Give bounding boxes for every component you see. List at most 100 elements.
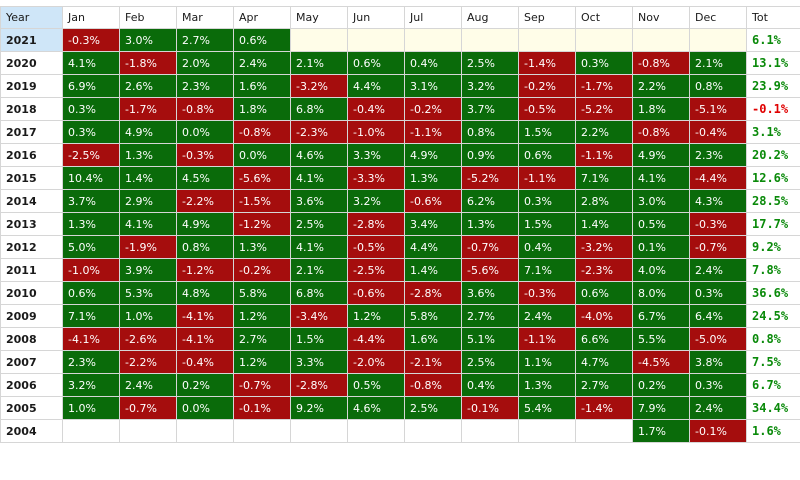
month-cell-dec[interactable]: 6.4% bbox=[689, 304, 747, 328]
total-cell[interactable]: 34.4% bbox=[746, 396, 800, 420]
month-cell-jan[interactable]: 4.1% bbox=[62, 51, 120, 75]
total-cell[interactable]: 24.5% bbox=[746, 304, 800, 328]
month-cell-oct[interactable]: -1.7% bbox=[575, 74, 633, 98]
column-header-dec[interactable]: Dec bbox=[689, 6, 747, 29]
month-cell-oct[interactable]: -5.2% bbox=[575, 97, 633, 121]
column-header-apr[interactable]: Apr bbox=[233, 6, 291, 29]
month-cell-jul[interactable]: -2.1% bbox=[404, 350, 462, 374]
year-cell[interactable]: 2012 bbox=[0, 235, 63, 259]
month-cell-jun[interactable]: 4.6% bbox=[347, 396, 405, 420]
month-cell-oct[interactable]: -4.0% bbox=[575, 304, 633, 328]
month-cell-feb[interactable]: 3.9% bbox=[119, 258, 177, 282]
month-cell-may[interactable]: 3.3% bbox=[290, 350, 348, 374]
month-cell-nov[interactable]: 7.9% bbox=[632, 396, 690, 420]
month-cell-aug[interactable]: 1.3% bbox=[461, 212, 519, 236]
month-cell-aug[interactable]: 3.7% bbox=[461, 97, 519, 121]
month-cell-nov[interactable]: 0.5% bbox=[632, 212, 690, 236]
month-cell-jul[interactable] bbox=[404, 28, 462, 52]
month-cell-apr[interactable]: 0.0% bbox=[233, 143, 291, 167]
month-cell-mar[interactable]: -0.4% bbox=[176, 350, 234, 374]
month-cell-jul[interactable]: 4.9% bbox=[404, 143, 462, 167]
year-cell[interactable]: 2015 bbox=[0, 166, 63, 190]
month-cell-dec[interactable]: 3.8% bbox=[689, 350, 747, 374]
month-cell-aug[interactable]: 0.9% bbox=[461, 143, 519, 167]
month-cell-jun[interactable]: -0.4% bbox=[347, 97, 405, 121]
month-cell-feb[interactable] bbox=[119, 419, 177, 443]
total-cell[interactable]: 36.6% bbox=[746, 281, 800, 305]
month-cell-jun[interactable]: -0.5% bbox=[347, 235, 405, 259]
month-cell-jul[interactable]: -0.2% bbox=[404, 97, 462, 121]
table-row-2017[interactable]: 2017 0.3% 4.9% 0.0% -0.8% -2.3% -1.0% -1.1% 0.8%… bbox=[0, 120, 800, 144]
month-cell-apr[interactable]: -0.8% bbox=[233, 120, 291, 144]
total-cell[interactable]: 23.9% bbox=[746, 74, 800, 98]
month-cell-jan[interactable]: 7.1% bbox=[62, 304, 120, 328]
month-cell-sep[interactable]: 0.6% bbox=[518, 143, 576, 167]
month-cell-jan[interactable]: -1.0% bbox=[62, 258, 120, 282]
month-cell-may[interactable]: 2.1% bbox=[290, 51, 348, 75]
column-header-aug[interactable]: Aug bbox=[461, 6, 519, 29]
month-cell-jun[interactable]: 0.5% bbox=[347, 373, 405, 397]
table-row-2015[interactable]: 2015 10.4% 1.4% 4.5% -5.6% 4.1% -3.3% 1.3% -5.2%… bbox=[0, 166, 800, 190]
year-cell[interactable]: 2013 bbox=[0, 212, 63, 236]
month-cell-sep[interactable] bbox=[518, 419, 576, 443]
year-cell[interactable]: 2010 bbox=[0, 281, 63, 305]
month-cell-jan[interactable]: 3.7% bbox=[62, 189, 120, 213]
month-cell-mar[interactable]: -0.3% bbox=[176, 143, 234, 167]
month-cell-jun[interactable]: -2.5% bbox=[347, 258, 405, 282]
month-cell-mar[interactable]: 4.5% bbox=[176, 166, 234, 190]
month-cell-sep[interactable]: 0.3% bbox=[518, 189, 576, 213]
month-cell-jun[interactable]: 3.2% bbox=[347, 189, 405, 213]
month-cell-feb[interactable]: 1.4% bbox=[119, 166, 177, 190]
month-cell-aug[interactable] bbox=[461, 28, 519, 52]
table-row-2016[interactable]: 2016 -2.5% 1.3% -0.3% 0.0% 4.6% 3.3% 4.9% 0.9% 0.… bbox=[0, 143, 800, 167]
month-cell-oct[interactable]: 7.1% bbox=[575, 166, 633, 190]
month-cell-feb[interactable]: -2.6% bbox=[119, 327, 177, 351]
month-cell-oct[interactable]: 6.6% bbox=[575, 327, 633, 351]
month-cell-dec[interactable] bbox=[689, 28, 747, 52]
month-cell-mar[interactable] bbox=[176, 419, 234, 443]
month-cell-oct[interactable]: 2.7% bbox=[575, 373, 633, 397]
month-cell-feb[interactable]: 2.4% bbox=[119, 373, 177, 397]
month-cell-aug[interactable]: 5.1% bbox=[461, 327, 519, 351]
total-cell[interactable]: 20.2% bbox=[746, 143, 800, 167]
table-row-2006[interactable]: 2006 3.2% 2.4% 0.2% -0.7% -2.8% 0.5% -0.8% 0.4% 1… bbox=[0, 373, 800, 397]
month-cell-aug[interactable]: -5.6% bbox=[461, 258, 519, 282]
month-cell-oct[interactable] bbox=[575, 28, 633, 52]
month-cell-jul[interactable]: -1.1% bbox=[404, 120, 462, 144]
month-cell-jun[interactable]: -1.0% bbox=[347, 120, 405, 144]
month-cell-mar[interactable]: 2.7% bbox=[176, 28, 234, 52]
month-cell-oct[interactable]: 2.2% bbox=[575, 120, 633, 144]
month-cell-jan[interactable]: 1.0% bbox=[62, 396, 120, 420]
month-cell-feb[interactable]: 5.3% bbox=[119, 281, 177, 305]
month-cell-jan[interactable]: 10.4% bbox=[62, 166, 120, 190]
month-cell-dec[interactable]: 2.4% bbox=[689, 258, 747, 282]
month-cell-dec[interactable]: -0.4% bbox=[689, 120, 747, 144]
month-cell-oct[interactable]: 2.8% bbox=[575, 189, 633, 213]
month-cell-feb[interactable]: 4.1% bbox=[119, 212, 177, 236]
total-cell[interactable]: 28.5% bbox=[746, 189, 800, 213]
month-cell-apr[interactable]: -0.7% bbox=[233, 373, 291, 397]
month-cell-nov[interactable]: 4.0% bbox=[632, 258, 690, 282]
month-cell-mar[interactable]: -4.1% bbox=[176, 327, 234, 351]
month-cell-jun[interactable]: 0.6% bbox=[347, 51, 405, 75]
month-cell-apr[interactable]: 2.4% bbox=[233, 51, 291, 75]
year-cell[interactable]: 2020 bbox=[0, 51, 63, 75]
month-cell-oct[interactable]: -3.2% bbox=[575, 235, 633, 259]
month-cell-oct[interactable]: 0.6% bbox=[575, 281, 633, 305]
table-row-2020[interactable]: 2020 4.1% -1.8% 2.0% 2.4% 2.1% 0.6% 0.4% 2.5% -1.… bbox=[0, 51, 800, 75]
month-cell-jan[interactable] bbox=[62, 419, 120, 443]
month-cell-aug[interactable]: 3.6% bbox=[461, 281, 519, 305]
total-cell[interactable]: 9.2% bbox=[746, 235, 800, 259]
column-header-jan[interactable]: Jan bbox=[62, 6, 120, 29]
month-cell-apr[interactable]: -0.2% bbox=[233, 258, 291, 282]
month-cell-dec[interactable]: 0.3% bbox=[689, 281, 747, 305]
total-cell[interactable]: 12.6% bbox=[746, 166, 800, 190]
column-header-may[interactable]: May bbox=[290, 6, 348, 29]
month-cell-mar[interactable]: 0.2% bbox=[176, 373, 234, 397]
month-cell-oct[interactable]: 0.3% bbox=[575, 51, 633, 75]
month-cell-sep[interactable]: 1.5% bbox=[518, 212, 576, 236]
month-cell-sep[interactable]: 0.4% bbox=[518, 235, 576, 259]
column-header-jun[interactable]: Jun bbox=[347, 6, 405, 29]
month-cell-dec[interactable]: 0.8% bbox=[689, 74, 747, 98]
month-cell-apr[interactable]: 1.2% bbox=[233, 304, 291, 328]
